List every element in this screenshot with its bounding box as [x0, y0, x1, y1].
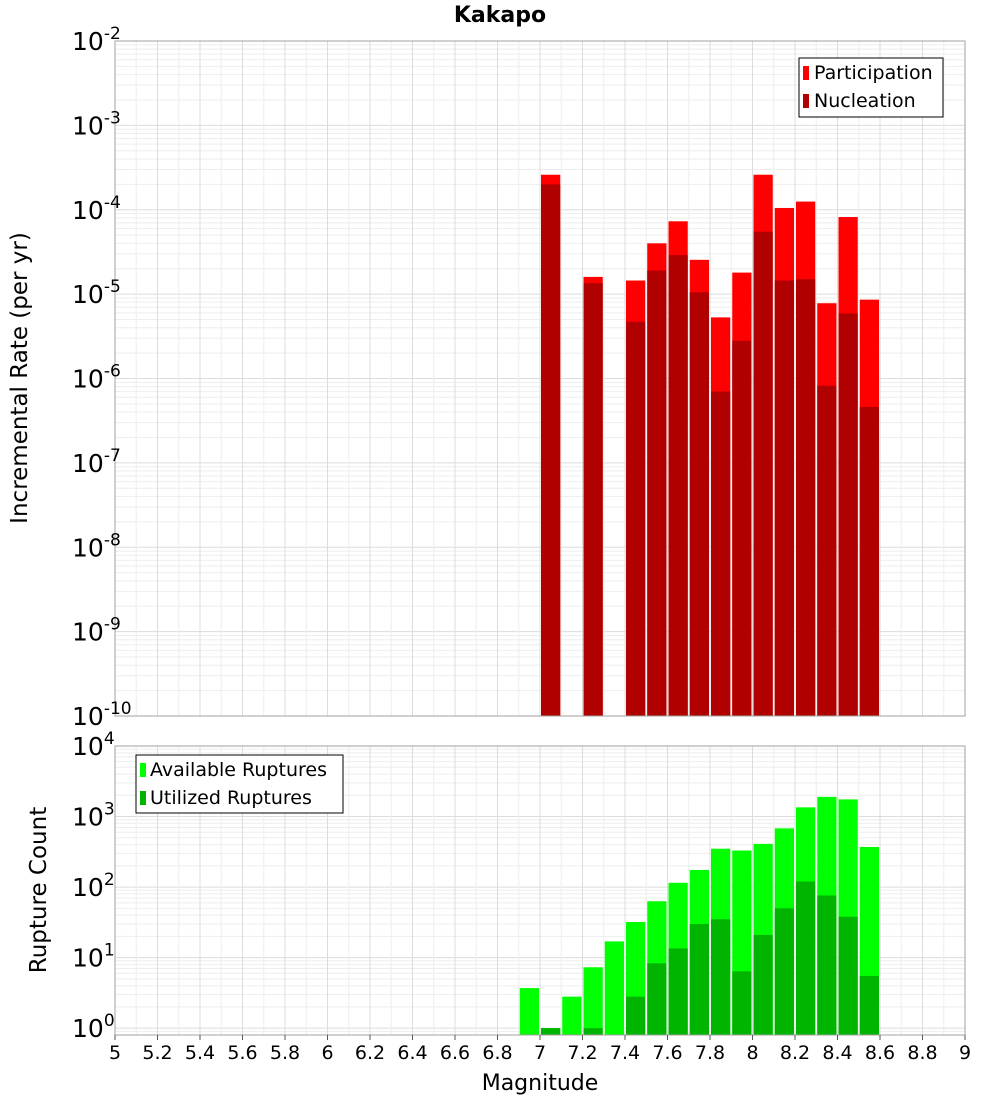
count-available-ruptures-bar: [562, 996, 582, 1035]
count-utilized-ruptures-bar: [689, 923, 709, 1035]
count-utilized-ruptures-bar: [859, 975, 879, 1035]
count-y-tick-label: 100: [72, 1011, 115, 1043]
rate-nucleation-bar: [838, 313, 858, 716]
x-tick-label: 7.8: [695, 1042, 725, 1064]
count-utilized-ruptures-bar: [626, 996, 646, 1035]
x-axis-label: Magnitude: [482, 1071, 599, 1096]
count-utilized-ruptures-bar: [711, 919, 731, 1035]
rate-nucleation-bar: [711, 391, 731, 716]
x-tick-label: 8.6: [865, 1042, 895, 1064]
rate-y-tick-label: 10-3: [72, 108, 121, 140]
count-available-ruptures-bar: [604, 941, 624, 1035]
magnitude-x-ticks: 5 5.2 5.4 5.6 5.8 6 6.2 6.4 6.6 6.8 7 7.2 7.4 7.6 7.8 8…: [109, 1035, 971, 1064]
rate-nucleation-bar: [859, 406, 879, 716]
rate-y-tick-label: 10-9: [72, 615, 121, 647]
rate-plot-border: [114, 40, 966, 717]
rate-y-tick-label: 10-2: [72, 24, 121, 56]
x-tick-label: 8: [746, 1042, 758, 1064]
count-utilized-ruptures-bar: [732, 971, 752, 1035]
x-tick-label: 8.4: [822, 1042, 852, 1064]
rate-y-axis-label: Incremental Rate (per yr): [7, 232, 33, 524]
rate-legend: Participation Nucleation: [798, 57, 944, 118]
rate-nucleation-bar: [689, 292, 709, 716]
rate-nucleation-bar: [541, 184, 561, 717]
count-bars: [519, 796, 879, 1035]
available-legend-label: Available Ruptures: [150, 759, 327, 781]
rate-nucleation-bar: [817, 385, 837, 716]
x-tick-label: 6: [321, 1042, 333, 1064]
count-y-tick-label: 101: [72, 941, 115, 973]
rate-nucleation-bar: [647, 270, 667, 716]
rate-grid: [114, 40, 966, 717]
rate-nucleation-bar: [753, 231, 773, 716]
rate-y-tick-label: 10-5: [72, 277, 121, 309]
x-tick-label: 5.6: [227, 1042, 257, 1064]
rate-y-ticks: 10-2 10-3 10-4 10-5 10-6 10-7 10-8 10-9 10-10: [72, 24, 132, 731]
x-tick-label: 7: [534, 1042, 546, 1064]
rate-nucleation-bar: [668, 255, 688, 716]
count-y-axis-label: Rupture Count: [26, 807, 52, 973]
x-tick-label: 7.4: [610, 1042, 640, 1064]
rate-nucleation-bar: [796, 279, 816, 716]
count-utilized-ruptures-bar: [647, 963, 667, 1035]
count-available-ruptures-bar: [583, 967, 603, 1035]
nucleation-legend-label: Nucleation: [814, 90, 916, 112]
rate-panel: 10-2 10-3 10-4 10-5 10-6 10-7 10-8 10-9 10-10 In…: [7, 24, 966, 731]
x-tick-label: 6.6: [440, 1042, 470, 1064]
chart-title: Kakapo: [454, 3, 546, 28]
count-available-ruptures-bar: [519, 988, 539, 1035]
count-utilized-ruptures-bar: [838, 916, 858, 1035]
x-tick-label: 9: [959, 1042, 971, 1064]
rate-legend-box: [798, 57, 944, 118]
count-utilized-ruptures-bar: [583, 1028, 603, 1035]
x-tick-label: 5.2: [142, 1042, 172, 1064]
x-tick-label: 5.8: [270, 1042, 300, 1064]
x-tick-label: 8.8: [907, 1042, 937, 1064]
rate-y-tick-label: 10-6: [72, 362, 121, 394]
rate-y-tick-label: 10-4: [72, 193, 121, 225]
rate-y-tick-label: 10-7: [72, 446, 121, 478]
count-panel: 104 103 102 101 100 5 5.2 5.4 5.6 5.8 6 6.2 6.4 6.6 6…: [26, 729, 971, 1096]
x-tick-label: 7.2: [567, 1042, 597, 1064]
available-legend-swatch: [140, 763, 146, 777]
rate-y-tick-label: 10-8: [72, 530, 121, 562]
count-legend-box: [135, 754, 344, 814]
count-utilized-ruptures-bar: [796, 881, 816, 1035]
x-tick-label: 5: [109, 1042, 121, 1064]
rate-nucleation-bar: [626, 321, 646, 716]
x-tick-label: 5.4: [185, 1042, 215, 1064]
participation-legend-label: Participation: [814, 62, 933, 84]
rate-nucleation-bar: [583, 283, 603, 716]
rate-y-tick-label: 10-10: [72, 699, 132, 731]
count-y-tick-label: 104: [72, 729, 115, 761]
count-y-ticks: 104 103 102 101 100: [72, 729, 115, 1043]
rate-nucleation-bar: [732, 340, 752, 716]
count-y-tick-label: 102: [72, 870, 115, 902]
count-utilized-ruptures-bar: [541, 1028, 561, 1035]
x-tick-label: 6.8: [482, 1042, 512, 1064]
x-tick-label: 7.6: [652, 1042, 682, 1064]
count-utilized-ruptures-bar: [817, 895, 837, 1035]
count-utilized-ruptures-bar: [753, 934, 773, 1035]
x-tick-label: 6.4: [397, 1042, 427, 1064]
participation-legend-swatch: [803, 66, 809, 80]
utilized-legend-swatch: [140, 791, 146, 805]
count-utilized-ruptures-bar: [774, 908, 794, 1035]
count-utilized-ruptures-bar: [668, 948, 688, 1035]
utilized-legend-label: Utilized Ruptures: [150, 787, 312, 809]
count-y-tick-label: 103: [72, 800, 115, 832]
x-tick-label: 8.2: [780, 1042, 810, 1064]
nucleation-legend-swatch: [803, 94, 809, 108]
rate-bars: [541, 174, 879, 717]
rate-nucleation-bar: [774, 280, 794, 716]
count-legend: Available Ruptures Utilized Ruptures: [135, 754, 344, 814]
x-tick-label: 6.2: [355, 1042, 385, 1064]
